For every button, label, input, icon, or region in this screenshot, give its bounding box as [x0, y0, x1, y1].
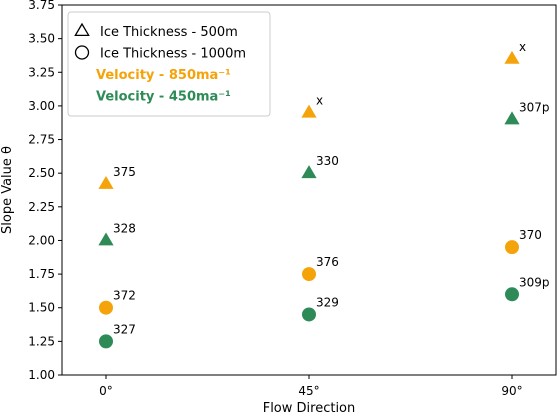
data-point-circle — [302, 307, 316, 322]
data-point-triangle — [504, 50, 520, 64]
y-tick-label: 2.75 — [28, 133, 55, 147]
data-point-circle — [99, 334, 113, 349]
x-tick-label: 90° — [501, 384, 522, 398]
x-axis: 0° 45° 90° — [99, 375, 523, 398]
legend-label: Ice Thickness - 1000m — [100, 47, 246, 62]
point-annotations: 375 x x 328 330 307p 372 376 370 327 329 309p — [113, 40, 550, 337]
point-annotation: 375 — [113, 165, 136, 179]
y-tick-label: 1.75 — [28, 267, 55, 281]
point-annotation: 372 — [113, 289, 136, 303]
y-axis: 1.00 1.25 1.50 1.75 2.00 2.25 2.50 2.75 3.00 3.25… — [28, 0, 62, 382]
data-points — [98, 50, 520, 349]
legend-box — [67, 11, 271, 117]
data-point-triangle — [301, 165, 317, 179]
y-tick-label: 2.00 — [28, 233, 55, 247]
point-annotation: x — [519, 40, 526, 54]
point-annotation: 370 — [519, 228, 542, 242]
legend-circle-icon — [74, 45, 90, 60]
x-tick-label: 45° — [298, 384, 319, 398]
data-point-circle — [505, 240, 519, 255]
data-point-circle — [302, 267, 316, 282]
y-tick-label: 1.00 — [28, 368, 55, 382]
data-point-triangle — [98, 175, 114, 189]
legend-label: Ice Thickness - 500m — [100, 25, 238, 40]
y-tick-label: 1.25 — [28, 334, 55, 348]
data-point-triangle — [98, 232, 114, 246]
point-annotation: 328 — [113, 221, 136, 235]
data-point-circle — [99, 300, 113, 315]
legend-label: Velocity - 850ma⁻¹ — [96, 68, 231, 83]
y-tick-label: 3.25 — [28, 65, 55, 79]
data-point-circle — [505, 287, 519, 302]
point-annotation: 376 — [316, 255, 339, 269]
x-tick-label: 0° — [99, 384, 113, 398]
point-annotation: 307p — [519, 100, 550, 114]
x-axis-title: Flow Direction — [263, 401, 356, 413]
y-tick-label: 3.00 — [28, 99, 55, 113]
legend: Ice Thickness - 500m Ice Thickness - 1000… — [67, 11, 271, 117]
point-annotation: 329 — [316, 295, 339, 309]
y-tick-label: 2.25 — [28, 200, 55, 214]
legend-triangle-icon — [74, 22, 90, 36]
data-point-triangle — [301, 104, 317, 118]
point-annotation: 309p — [519, 275, 550, 289]
legend-label: Velocity - 450ma⁻¹ — [96, 90, 231, 105]
point-annotation: x — [316, 94, 323, 108]
y-tick-label: 1.50 — [28, 301, 55, 315]
y-axis-title: Slope Value θ — [0, 146, 15, 234]
y-tick-label: 2.50 — [28, 166, 55, 180]
point-annotation: 330 — [316, 154, 339, 168]
data-point-triangle — [504, 111, 520, 125]
point-annotation: 327 — [113, 322, 136, 336]
y-tick-label: 3.75 — [28, 0, 55, 12]
y-tick-label: 3.50 — [28, 32, 55, 46]
